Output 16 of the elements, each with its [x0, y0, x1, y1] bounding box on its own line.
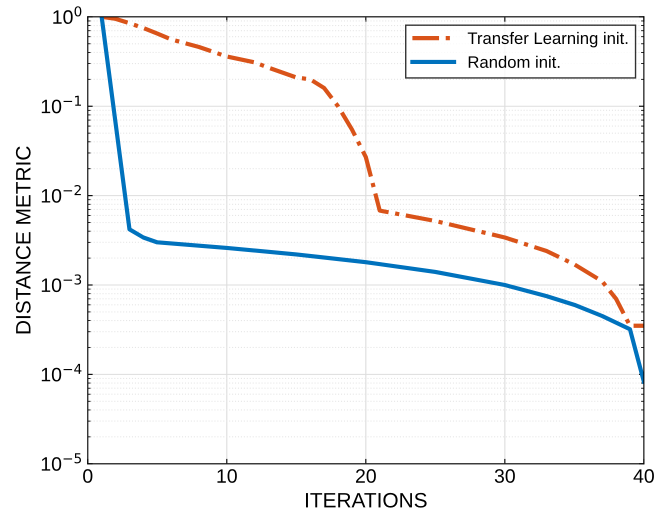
x-tick-label: 40 [634, 469, 654, 483]
x-axis-title: ITERATIONS [306, 492, 427, 508]
x-tick-label: 30 [494, 469, 515, 483]
x-tick-label: 20 [356, 469, 376, 483]
y-tick-label: 10$^{0}$ [53, 6, 82, 24]
y-axis-title: DISTANCE METRIC [16, 146, 31, 334]
legend-label: Transfer Learning init. [468, 32, 628, 48]
legend-label: Random init. [468, 56, 560, 68]
x-tick-label: 0 [83, 469, 92, 483]
y-tick-label: 10$^{−3}$ [42, 274, 82, 292]
y-tick-label: 10$^{−2}$ [42, 184, 81, 203]
y-tick-label: 10$^{−1}$ [42, 96, 81, 114]
x-tick-label: 10 [217, 469, 237, 483]
line-series [100, 16, 644, 384]
y-tick-label: 10$^{−5}$ [42, 453, 82, 471]
y-tick-label: 10$^{−4}$ [42, 364, 82, 382]
